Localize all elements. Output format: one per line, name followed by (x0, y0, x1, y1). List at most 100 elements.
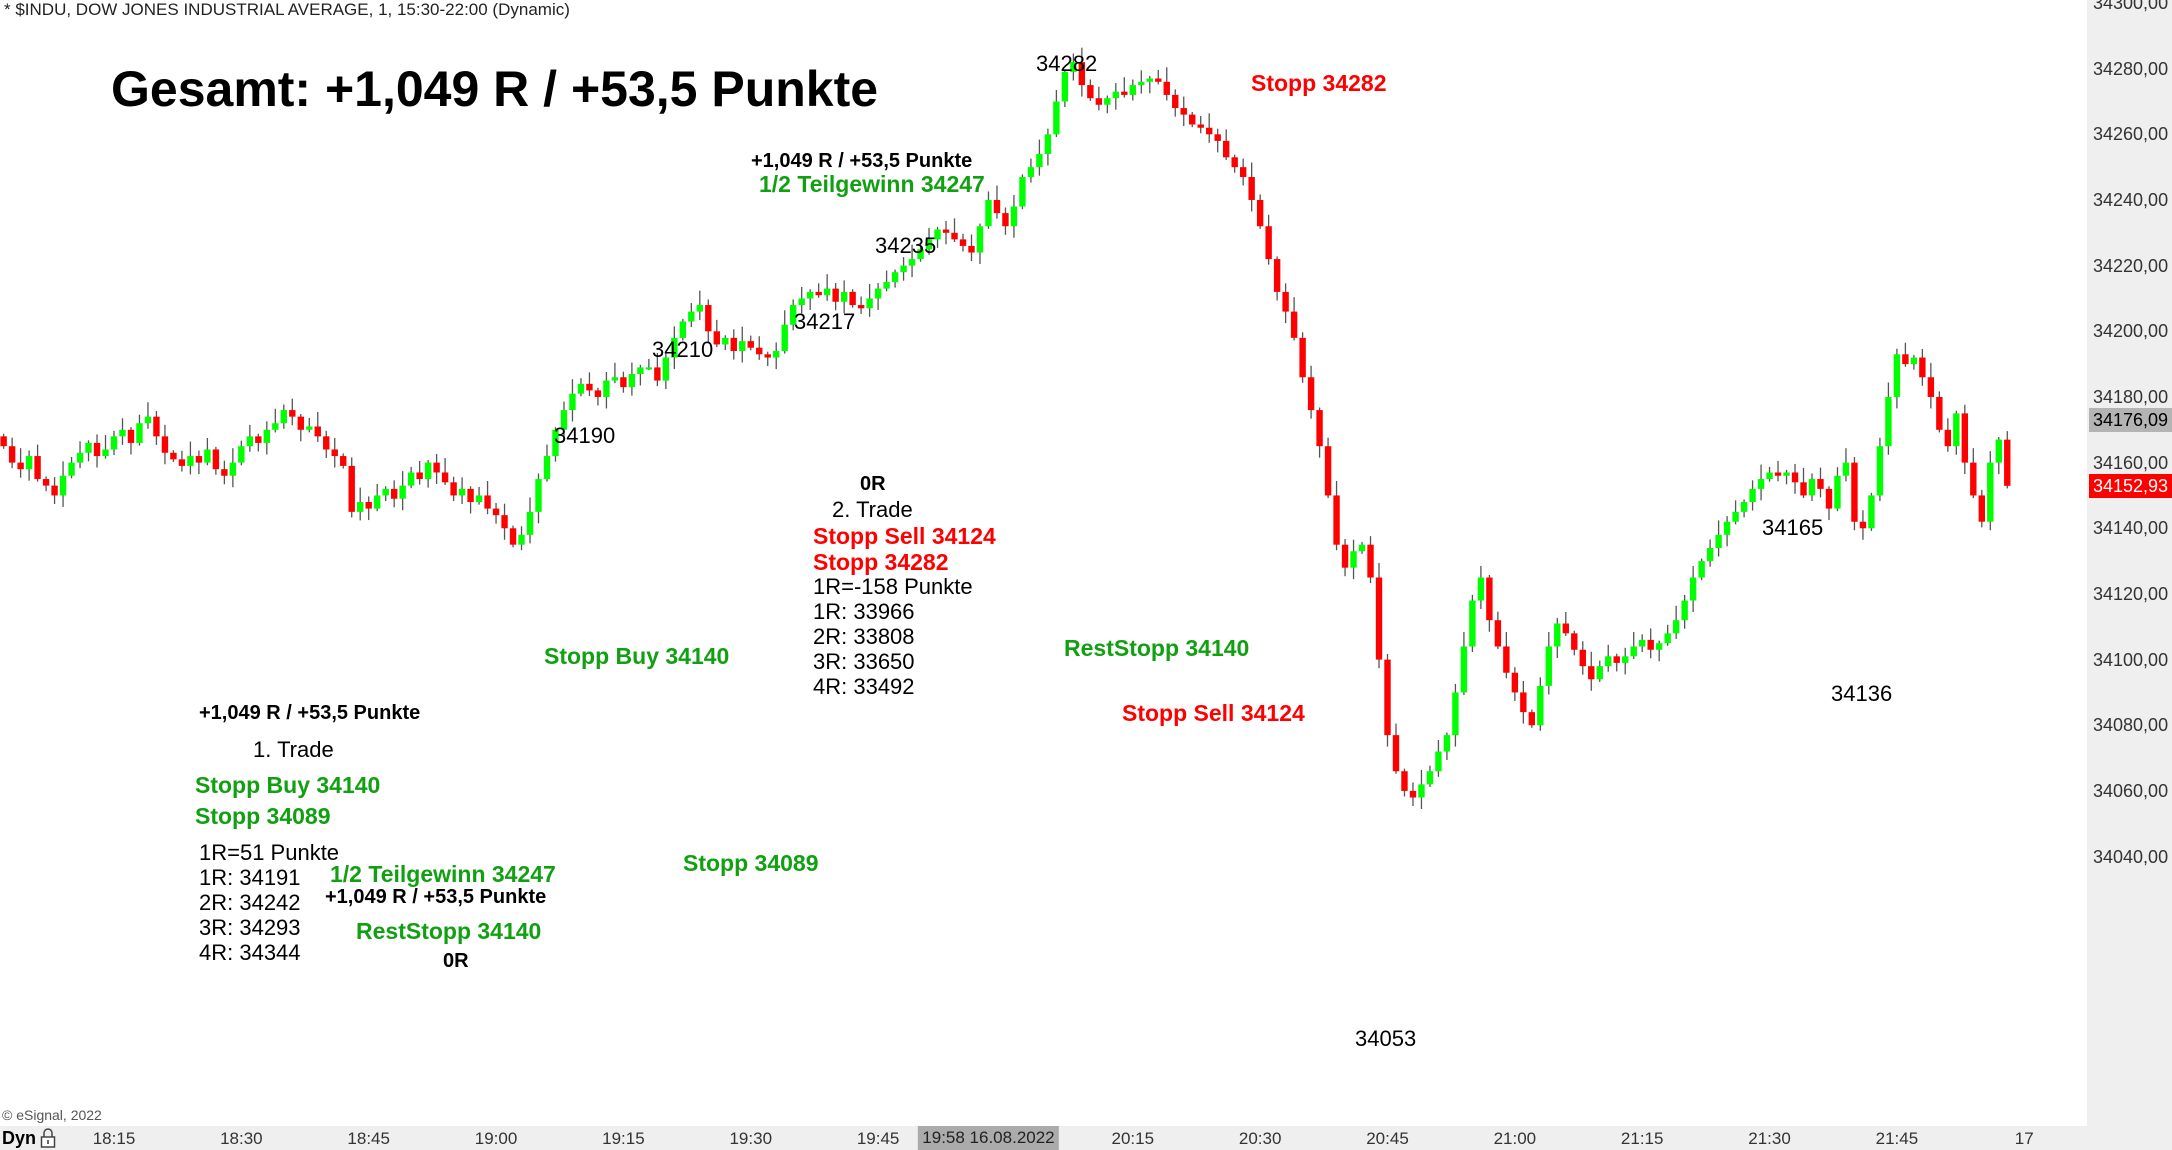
candle-down (390, 488, 398, 499)
candle-up (1749, 488, 1756, 503)
candle-down (1214, 134, 1221, 141)
price-tick-label: 34120,00 (2093, 583, 2169, 604)
candle-up (1893, 354, 1901, 397)
candle-up (1104, 98, 1111, 105)
candle-down (170, 452, 177, 460)
candle-down (1155, 78, 1162, 82)
candle-up (1019, 176, 1026, 207)
candle-up (136, 423, 143, 443)
candle-up (1910, 357, 1918, 365)
price-tick-label: 34300,00 (2093, 0, 2169, 13)
label-trade1-r-unit: 1R=51 Punkte (199, 840, 340, 865)
label-reststopp-right: RestStopp 34140 (1064, 635, 1250, 661)
candle-up (1545, 646, 1553, 686)
candle-up (68, 462, 75, 476)
candle-down (1231, 157, 1238, 168)
candle-up (1537, 685, 1544, 726)
label-stopp-34089-mid: Stopp 34089 (683, 850, 819, 876)
candle-down (1902, 354, 1909, 365)
label-trade1: 1. Trade (253, 737, 334, 762)
candle-up (246, 436, 254, 447)
time-tick-label: 18:15 (92, 1129, 136, 1148)
candle-down (1647, 639, 1654, 650)
candle-up (204, 449, 211, 463)
candle-up (110, 436, 118, 450)
candle-up (976, 226, 984, 253)
label-34190: 34190 (554, 423, 616, 448)
label-34210: 34210 (652, 337, 714, 362)
price-tick-label: 34080,00 (2093, 715, 2169, 736)
candle-up (1715, 534, 1722, 548)
lock-icon[interactable] (40, 1128, 56, 1148)
candle-up (59, 475, 67, 496)
label-stopp-buy-mid: Stopp Buy 34140 (544, 643, 730, 669)
candle-up (934, 229, 941, 240)
candle-up (280, 410, 287, 424)
candle-up (577, 383, 585, 394)
candle-up (1036, 154, 1043, 168)
candle-down (161, 436, 169, 453)
candle-down (255, 436, 262, 443)
candle-down (195, 456, 203, 463)
candle-down (594, 390, 602, 397)
label-trade1-stop-buy: Stopp Buy 34140 (195, 772, 381, 798)
candle-up (1350, 551, 1357, 568)
candle-up (569, 393, 576, 411)
candle-down (34, 456, 41, 480)
candle-down (832, 288, 839, 302)
candle-down (959, 239, 967, 246)
candle-down (1273, 259, 1281, 292)
candle-down (1239, 167, 1247, 177)
candle-down (764, 354, 771, 358)
time-axis[interactable]: Dyn 18:15 18:30 18:45 19:00 19:15 19:30 19:45 2… (0, 1126, 2087, 1150)
price-tick-label: 34140,00 (2093, 518, 2169, 539)
candle-up (25, 456, 33, 470)
candle-down (1817, 479, 1824, 489)
candle-up (1044, 134, 1052, 155)
candle-up (866, 298, 873, 309)
candle-up (1443, 735, 1451, 752)
candle-down (484, 495, 491, 509)
time-tick-label: 20:30 (1238, 1129, 1282, 1148)
candlestick-chart[interactable] (0, 0, 2087, 1126)
candle-up (925, 239, 933, 250)
candle-up (1112, 91, 1120, 99)
label-result-low: +1,049 R / +53,5 Punkte (325, 886, 547, 908)
candle-down (93, 442, 101, 457)
candle-down (416, 472, 423, 480)
label-0r-trade2: 0R (860, 473, 886, 495)
candle-up (560, 410, 568, 430)
dynamic-mode-label[interactable]: Dyn (2, 1128, 37, 1148)
candle-up (76, 452, 84, 463)
candle-down (1172, 94, 1179, 109)
label-low-34053: 34053 (1355, 1026, 1417, 1051)
candle-up (1995, 439, 2002, 463)
candle-down (1307, 377, 1315, 411)
candle-down (1511, 672, 1519, 693)
candle-down (1791, 472, 1799, 483)
candle-down (1290, 311, 1298, 338)
candle-down (17, 462, 24, 470)
time-tick-label: 19:00 (474, 1129, 518, 1148)
candle-down (942, 229, 950, 233)
chart-symbol-header: * $INDU, DOW JONES INDUSTRIAL AVERAGE, 1… (4, 0, 570, 19)
candle-up (637, 367, 644, 374)
candle-down (620, 377, 627, 388)
candle-up (1469, 600, 1476, 647)
candle-down (1571, 633, 1578, 650)
candle-up (840, 291, 848, 302)
price-axis[interactable]: 34040,00 34060,00 34080,00 34100,00 34120,00… (2087, 0, 2172, 1150)
price-tag: 34152,93 (2089, 473, 2172, 498)
candle-up (144, 416, 152, 424)
candle-down (323, 436, 330, 450)
candle-down (1562, 623, 1569, 634)
candle-up (823, 288, 831, 296)
candle-down (1248, 176, 1255, 200)
candle-up (1740, 502, 1748, 512)
candle-down (730, 337, 737, 351)
candle-up (306, 426, 313, 430)
candle-down (1927, 377, 1935, 397)
candle-up (781, 324, 788, 351)
candle-down (441, 472, 449, 483)
time-tick-label: 21:30 (1748, 1129, 1791, 1148)
